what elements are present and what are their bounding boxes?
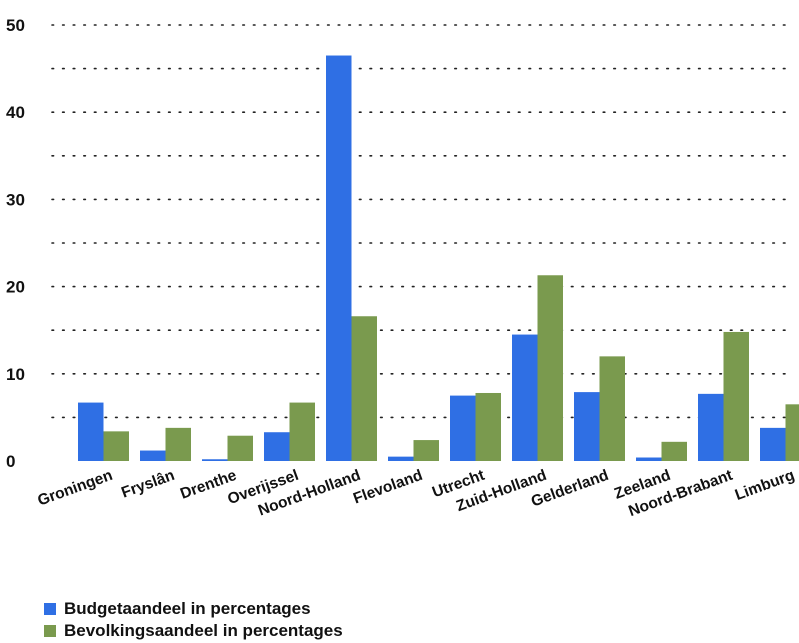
legend-label-budget: Budgetaandeel in percentages <box>64 599 311 619</box>
legend-item-budget: Budgetaandeel in percentages <box>44 598 343 620</box>
legend-swatch-budget <box>44 603 56 615</box>
legend-item-population: Bevolkingsaandeel in percentages <box>44 620 343 642</box>
bar-population <box>786 404 799 461</box>
bar-budget <box>698 394 724 461</box>
bar-population <box>538 275 564 461</box>
bar-chart: 0 10 20 30 40 50 Groningen Fryslân DrentheOveri… <box>0 0 799 600</box>
bar-budget <box>140 451 166 461</box>
x-tick-label: Flevoland <box>351 467 425 508</box>
bar-budget <box>326 56 352 461</box>
x-tick-label: Groningen <box>35 467 114 510</box>
y-axis-ticks: 0 10 20 30 40 50 <box>6 16 25 471</box>
bar-budget <box>78 403 104 461</box>
legend-label-population: Bevolkingsaandeel in percentages <box>64 621 343 641</box>
bar-population <box>104 431 130 461</box>
bar-budget <box>202 459 228 461</box>
bar-budget <box>450 396 476 461</box>
gridlines <box>52 25 790 417</box>
y-tick-label: 10 <box>6 365 25 384</box>
bar-population <box>290 403 316 461</box>
x-axis-ticks: Groningen Fryslân DrentheOverijsselNoord-H… <box>35 467 796 521</box>
bar-population <box>600 356 626 461</box>
bar-population <box>228 436 254 461</box>
bar-budget <box>574 392 600 461</box>
legend-swatch-population <box>44 625 56 637</box>
bars <box>78 56 799 461</box>
bar-budget <box>388 457 414 461</box>
y-tick-label: 50 <box>6 16 25 35</box>
bar-population <box>414 440 440 461</box>
bar-budget <box>512 335 538 461</box>
y-tick-label: 40 <box>6 103 25 122</box>
bar-population <box>724 332 750 461</box>
bar-budget <box>760 428 786 461</box>
bar-population <box>166 428 192 461</box>
x-tick-label: Fryslân <box>119 467 177 502</box>
y-tick-label: 0 <box>6 452 15 471</box>
y-tick-label: 30 <box>6 190 25 209</box>
bar-population <box>352 316 378 461</box>
legend: Budgetaandeel in percentages Bevolkingsa… <box>44 598 343 642</box>
bar-population <box>662 442 688 461</box>
bar-population <box>476 393 502 461</box>
bar-budget <box>636 458 662 461</box>
bar-budget <box>264 432 290 461</box>
x-tick-label: Limburg <box>733 467 797 504</box>
y-tick-label: 20 <box>6 278 25 297</box>
